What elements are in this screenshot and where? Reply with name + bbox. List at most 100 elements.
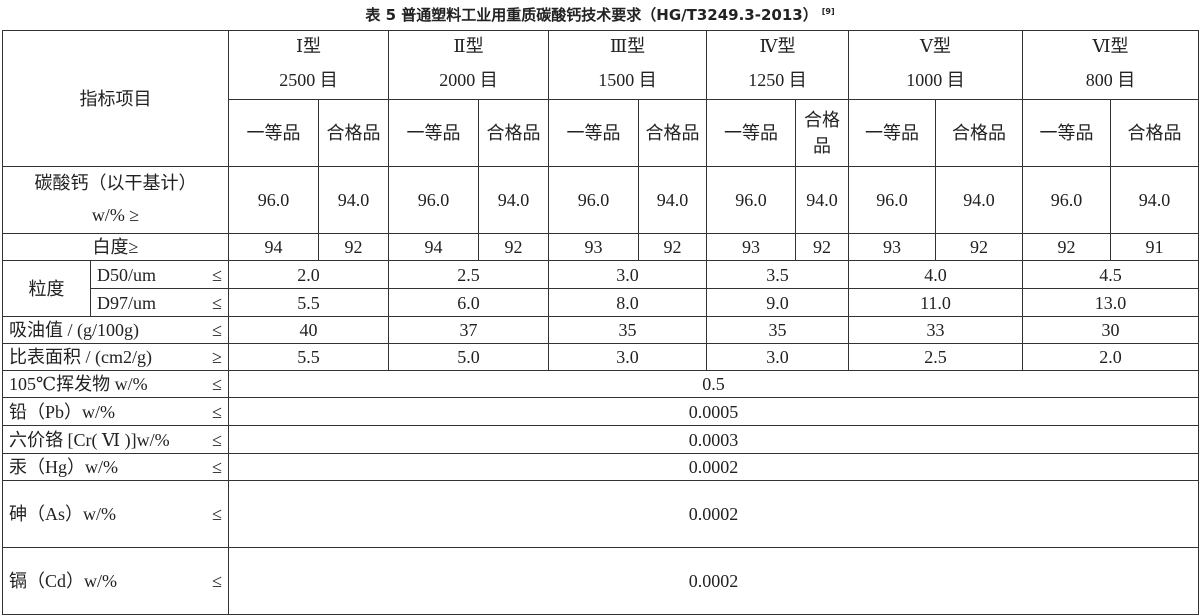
label-text: 吸油值 / (g/100g)	[9, 320, 139, 340]
type-name: Ⅰ型	[295, 36, 322, 56]
type-header: Ⅲ型 1500 目	[548, 30, 707, 100]
label-text: 碳酸钙（以干基计）	[34, 173, 197, 193]
cell: 96.0	[388, 166, 479, 234]
type-header: Ⅱ型 2000 目	[388, 30, 549, 100]
spec-table: 指标项目 Ⅰ型 2500 目 Ⅱ型 2000 目 Ⅲ型 1500 目 Ⅳ型 1250 目 Ⅴ型 10…	[2, 30, 1199, 615]
cell: 指标项目	[2, 30, 229, 167]
cell: 0.0005	[228, 397, 1199, 426]
label-text: 铅（Pb）w/%	[9, 401, 116, 422]
cell: 0.0002	[228, 480, 1199, 548]
cell: 一等品	[228, 99, 319, 167]
cell: 3.0	[706, 343, 849, 371]
cell: 3.0	[548, 260, 707, 289]
cell: 3.0	[548, 343, 707, 371]
table-row: 汞（Hg）w/% ≤0.0002	[2, 453, 1199, 481]
label-sign: ≤	[212, 292, 222, 313]
label-text: 105℃挥发物 w/%	[9, 374, 148, 394]
cell: 一等品	[848, 99, 936, 167]
cell: 33	[848, 316, 1023, 344]
label-sign: ≤	[212, 457, 222, 477]
cell: 2.0	[1022, 343, 1199, 371]
type-mesh: 1500 目	[598, 70, 657, 90]
label-cell: 吸油值 / (g/100g) ≤	[2, 316, 229, 344]
label-wrap: 吸油值 / (g/100g) ≤	[5, 318, 226, 343]
label-wrap: 比表面积 / (cm2/g) ≥	[5, 345, 226, 370]
cell: 粒度	[2, 260, 91, 317]
cell: 合格品	[638, 99, 707, 167]
type-header: Ⅵ型 800 目	[1022, 30, 1199, 100]
label-text: D50/um	[97, 264, 157, 285]
cell: 合格品	[1110, 99, 1199, 167]
cell: 92	[638, 233, 707, 261]
label-wrap: 铅（Pb）w/% ≤	[5, 399, 226, 425]
cell: 96.0	[228, 166, 319, 234]
label-sign: ≥	[212, 347, 222, 367]
table-title: 表 5 普通塑料工业用重质碳酸钙技术要求（HG/T3249.3-2013） [9]	[0, 4, 1200, 25]
cell: 96.0	[848, 166, 936, 234]
cell: 94.0	[795, 166, 849, 234]
type-name: Ⅴ型	[920, 36, 951, 56]
type-name: Ⅳ型	[759, 36, 796, 56]
cell: 96.0	[548, 166, 639, 234]
type-name: Ⅱ型	[453, 36, 484, 56]
label-cell: 汞（Hg）w/% ≤	[2, 453, 229, 481]
label-text: 汞（Hg）w/%	[9, 457, 118, 477]
title-ref: [9]	[821, 7, 835, 16]
table-row: D97/um ≤5.5 6.0 8.0 9.0 11.0 13.0	[3, 288, 1199, 317]
cell: 92	[318, 233, 389, 261]
label-sign: ≤	[212, 264, 222, 285]
cell: 93	[706, 233, 796, 261]
cell: 5.0	[388, 343, 549, 371]
label-text: 比表面积 / (cm2/g)	[9, 347, 152, 367]
table-row: 粒度 D50/um ≤2.0 2.5 3.0 3.5 4.0 4.5	[2, 260, 1199, 317]
label-sign: ≤	[212, 401, 222, 422]
label-wrap: 汞（Hg）w/% ≤	[5, 455, 226, 480]
label-text: 镉（Cd）w/%	[9, 571, 117, 591]
cell: 一等品	[388, 99, 479, 167]
cell: 8.0	[548, 288, 707, 317]
cell: 40	[228, 316, 389, 344]
type-header: Ⅴ型 1000 目	[848, 30, 1023, 100]
cell: 94.0	[1110, 166, 1199, 234]
cell: 2.5	[388, 260, 549, 289]
cell: 合格品	[795, 99, 849, 167]
type-header: Ⅳ型 1250 目	[706, 30, 849, 100]
table-row: 吸油值 / (g/100g) ≤40 37 35 35 33 30	[2, 316, 1199, 344]
type-name: Ⅲ型	[609, 36, 646, 56]
cell: 94.0	[638, 166, 707, 234]
label-sign: ≤	[212, 571, 222, 591]
cell: 91	[1110, 233, 1199, 261]
cell: 96.0	[1022, 166, 1111, 234]
label-sign: ≤	[212, 504, 222, 524]
cell: 93	[848, 233, 936, 261]
type-mesh: 800 目	[1085, 70, 1136, 90]
cell: 3.5	[706, 260, 849, 289]
type-mesh: 2500 目	[279, 70, 338, 90]
cell: 合格品	[478, 99, 549, 167]
label-text: 砷（As）w/%	[9, 504, 116, 524]
cell: 5.5	[228, 343, 389, 371]
table-row: 镉（Cd）w/% ≤0.0002	[2, 547, 1199, 615]
cell: 9.0	[706, 288, 849, 317]
label-cell: 铅（Pb）w/% ≤	[2, 397, 229, 426]
cell: 0.5	[228, 370, 1199, 398]
label-sign: ≤	[212, 374, 222, 394]
type-header: Ⅰ型 2500 目	[228, 30, 389, 100]
label-sign: ≤	[212, 429, 222, 450]
cell: 0.0003	[228, 425, 1199, 454]
table-row: 铅（Pb）w/% ≤0.0005	[2, 397, 1199, 426]
label-text: D97/um	[97, 292, 157, 313]
cell: 30	[1022, 316, 1199, 344]
cell: 白度≥	[2, 233, 229, 261]
table-row: 105℃挥发物 w/% ≤0.5	[2, 370, 1199, 398]
cell: 0.0002	[228, 547, 1199, 615]
table-row: 碳酸钙（以干基计） w/% ≥96.0 94.0 96.0 94.0 96.0 94.0 96…	[2, 166, 1199, 234]
label-wrap: 六价铬 [Cr( Ⅵ )]w/% ≤	[5, 427, 226, 453]
label-cell: D50/um ≤	[90, 260, 229, 289]
label-wrap: 镉（Cd）w/% ≤	[5, 568, 226, 594]
cell: 11.0	[848, 288, 1023, 317]
cell: 93	[548, 233, 639, 261]
cell: 35	[706, 316, 849, 344]
table-row: 指标项目 Ⅰ型 2500 目 Ⅱ型 2000 目 Ⅲ型 1500 目 Ⅳ型 1250 目 Ⅴ型 10…	[2, 30, 1199, 167]
